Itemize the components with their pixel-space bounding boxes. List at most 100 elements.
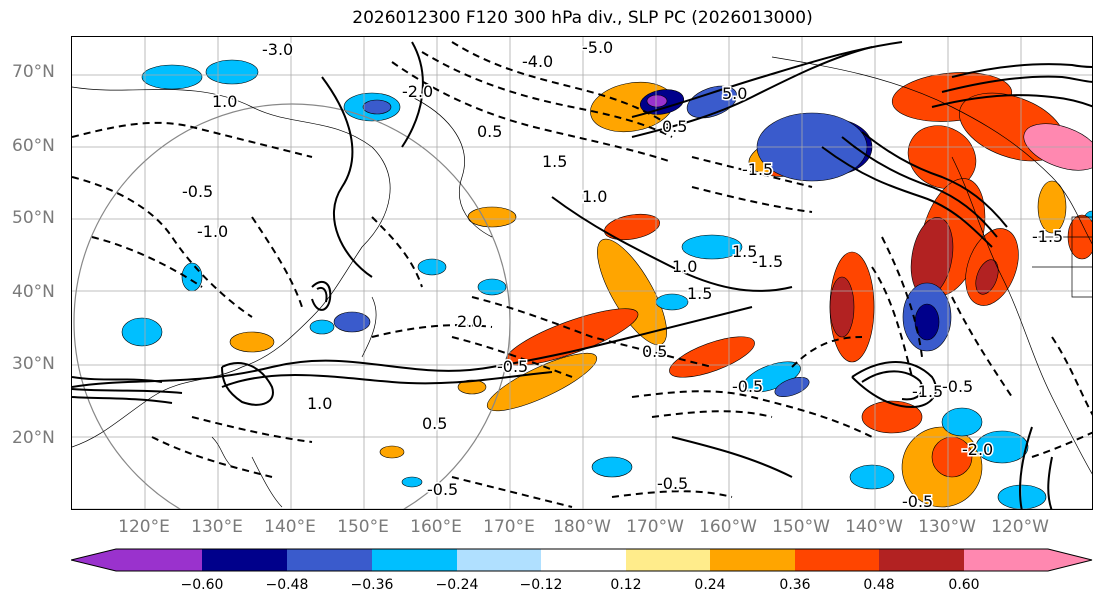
lat-label: 20°N [12, 428, 55, 448]
divergence-blob [486, 352, 598, 412]
divergence-blob [379, 445, 405, 459]
slp-contour-positive [1047, 456, 1053, 509]
slp-contour-positive [401, 41, 424, 148]
divergence-blob [669, 336, 755, 378]
slp-contour-negative [251, 216, 303, 308]
contour-label: -4.0 [522, 52, 553, 71]
divergence-blob [467, 206, 517, 228]
range-ring [73, 103, 511, 509]
colorbar-swatch [372, 549, 457, 571]
slp-contour-positive [841, 136, 998, 238]
contour-label-layer: -5.0-4.0-3.0-2.01.0-1.5-0.5-1.00.52.01.5… [181, 37, 1065, 510]
contour-label: -2.0 [962, 440, 993, 459]
slp-contour-positive [72, 376, 163, 383]
colorbar-swatch [626, 549, 710, 571]
slp-contour-negative [371, 216, 423, 288]
lat-label: 50°N [12, 208, 55, 228]
lon-label: 160°E [410, 517, 462, 537]
slp-contour-positive [72, 396, 173, 404]
slp-contour-positive [321, 76, 373, 278]
lon-label: 120°E [118, 517, 170, 537]
coastline [251, 456, 283, 508]
divergence-blob [121, 317, 163, 347]
slp-contour-negative [72, 176, 253, 318]
slp-contour-negative [451, 476, 573, 508]
slp-contour-negative [91, 236, 203, 288]
divergence-blob [975, 259, 999, 295]
divergence-blob [141, 64, 203, 90]
slp-contour-positive [221, 362, 274, 406]
slp-contour-positive [861, 370, 924, 401]
slp-contour-layer [72, 41, 1092, 509]
divergence-blob [774, 376, 810, 398]
lon-label: 130°E [191, 517, 243, 537]
divergence-blob [205, 59, 259, 85]
slp-contour-negative [951, 296, 1013, 398]
divergence-blob [997, 484, 1047, 509]
colorbar-tick-label: 0.24 [694, 577, 726, 593]
contour-label: 1.0 [582, 187, 607, 206]
colorbar-swatch [287, 549, 372, 571]
divergence-blob [401, 476, 423, 488]
lon-label: 150°E [337, 517, 389, 537]
divergence-blob [417, 258, 447, 276]
slp-contour-negative [421, 51, 673, 138]
colorbar-tick-label: −0.60 [180, 577, 224, 593]
contour-label: -2.0 [402, 82, 433, 101]
lon-label: 140°E [264, 517, 316, 537]
lon-label: 180°W [553, 517, 611, 537]
lon-label: 130°W [918, 517, 976, 537]
divergence-blob [333, 311, 371, 333]
slp-contour-positive [941, 75, 1092, 93]
contour-label: -1.5 [752, 252, 783, 271]
slp-contour-positive [316, 286, 328, 303]
slp-contour-positive [861, 131, 1008, 228]
contour-label: -0.5 [427, 480, 458, 499]
slp-contour-negative [631, 390, 873, 438]
divergence-blob [477, 278, 507, 296]
contour-label: -0.5 [497, 357, 528, 376]
coastline [211, 436, 233, 468]
slp-contour-negative [1051, 336, 1092, 416]
slp-contour-negative [1031, 431, 1092, 458]
slp-contour-positive [851, 361, 937, 409]
colorbar-swatch [202, 549, 287, 571]
divergence-blob [229, 331, 275, 353]
divergence-blob [597, 238, 667, 346]
colorbar-swatch [879, 549, 964, 571]
contour-label: 1.5 [542, 152, 567, 171]
contour-label: -1.5 [1032, 227, 1063, 246]
contour-label: 5.0 [722, 84, 747, 103]
divergence-blob [591, 456, 633, 478]
colorbar-swatch [457, 549, 541, 571]
divergence-blob [655, 293, 689, 311]
slp-contour-negative [191, 416, 313, 443]
contour-label: -0.5 [902, 492, 933, 510]
divergence-blob [362, 99, 392, 115]
divergence-fill-layer [121, 59, 1092, 509]
slp-contour-negative [611, 490, 733, 498]
lon-label: 150°W [772, 517, 830, 537]
lon-label: 170°E [483, 517, 535, 537]
lon-label: 120°W [991, 517, 1049, 537]
slp-contour-negative [72, 121, 313, 158]
colorbar-tick-label: 0.60 [948, 577, 980, 593]
divergence-blob [457, 379, 487, 395]
coastline [361, 296, 377, 358]
divergence-blob [861, 400, 923, 434]
slp-contour-positive [72, 306, 753, 388]
contour-label: 1.0 [212, 92, 237, 111]
colorbar-tick-label: −0.24 [435, 577, 479, 593]
plot-title: 2026012300 F120 300 hPa div., SLP PC (20… [352, 8, 813, 28]
lat-label: 40°N [12, 282, 55, 302]
slp-contour-positive [821, 146, 993, 248]
colorbar-swatch [795, 549, 879, 571]
colorbar [71, 548, 1093, 572]
contour-label: 0.5 [477, 122, 502, 141]
colorbar-swatch [541, 549, 626, 571]
divergence-blob [309, 319, 335, 335]
divergence-blob [849, 464, 895, 490]
lat-label: 60°N [12, 136, 55, 156]
slp-contour-negative [691, 156, 813, 188]
divergence-blob [646, 94, 668, 108]
